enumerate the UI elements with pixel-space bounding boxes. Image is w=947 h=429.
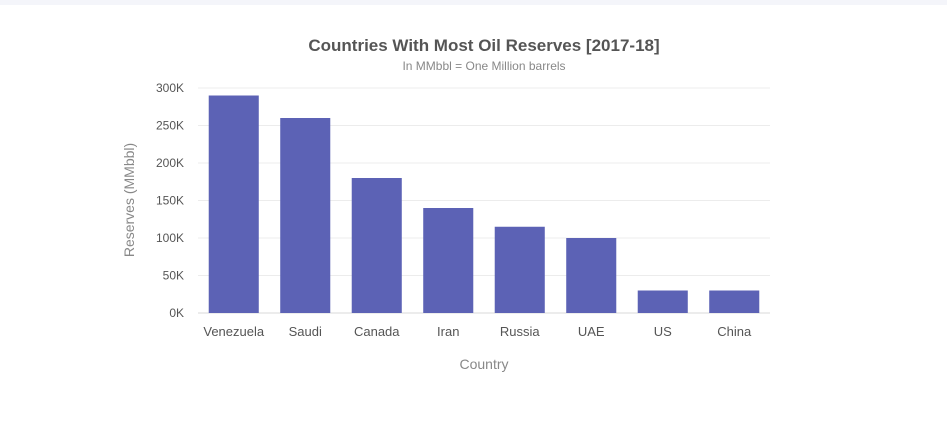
- chart-subtitle: In MMbbl = One Million barrels: [402, 59, 565, 73]
- x-tick-label: UAE: [578, 324, 605, 339]
- x-tick-label: China: [717, 324, 752, 339]
- chart-container: Countries With Most Oil Reserves [2017-1…: [0, 5, 947, 424]
- x-tick-label: Russia: [500, 324, 541, 339]
- x-axis-ticks: Venezuela Saudi Canada Iran Russia UAE US China: [203, 324, 752, 339]
- bar-us[interactable]: [637, 290, 688, 314]
- x-tick-label: Saudi: [289, 324, 322, 339]
- y-tick-label: 150K: [156, 194, 184, 208]
- bar-venezuela[interactable]: [208, 95, 259, 314]
- y-tick-label: 250K: [156, 119, 184, 133]
- y-axis-ticks: 0K 50K 100K 150K 200K 250K 300K: [156, 81, 184, 320]
- bars: [208, 95, 760, 314]
- x-tick-label: Venezuela: [203, 324, 264, 339]
- y-tick-label: 100K: [156, 231, 184, 245]
- x-axis-label: Country: [459, 356, 508, 372]
- bar-china[interactable]: [709, 290, 760, 314]
- x-tick-label: Iran: [437, 324, 459, 339]
- bar-chart: Countries With Most Oil Reserves [2017-1…: [121, 36, 770, 372]
- bar-russia[interactable]: [494, 226, 545, 313]
- y-axis-label: Reserves (MMbbl): [121, 143, 137, 257]
- top-strip: [0, 0, 947, 5]
- chart-title: Countries With Most Oil Reserves [2017-1…: [308, 36, 659, 55]
- y-tick-label: 200K: [156, 156, 184, 170]
- bar-canada[interactable]: [351, 178, 402, 313]
- x-tick-label: US: [654, 324, 672, 339]
- y-tick-label: 300K: [156, 81, 184, 95]
- x-tick-label: Canada: [354, 324, 400, 339]
- y-tick-label: 50K: [163, 269, 184, 283]
- y-tick-label: 0K: [169, 306, 184, 320]
- bar-iran[interactable]: [423, 208, 474, 313]
- bar-uae[interactable]: [566, 238, 617, 313]
- bar-saudi[interactable]: [280, 118, 331, 313]
